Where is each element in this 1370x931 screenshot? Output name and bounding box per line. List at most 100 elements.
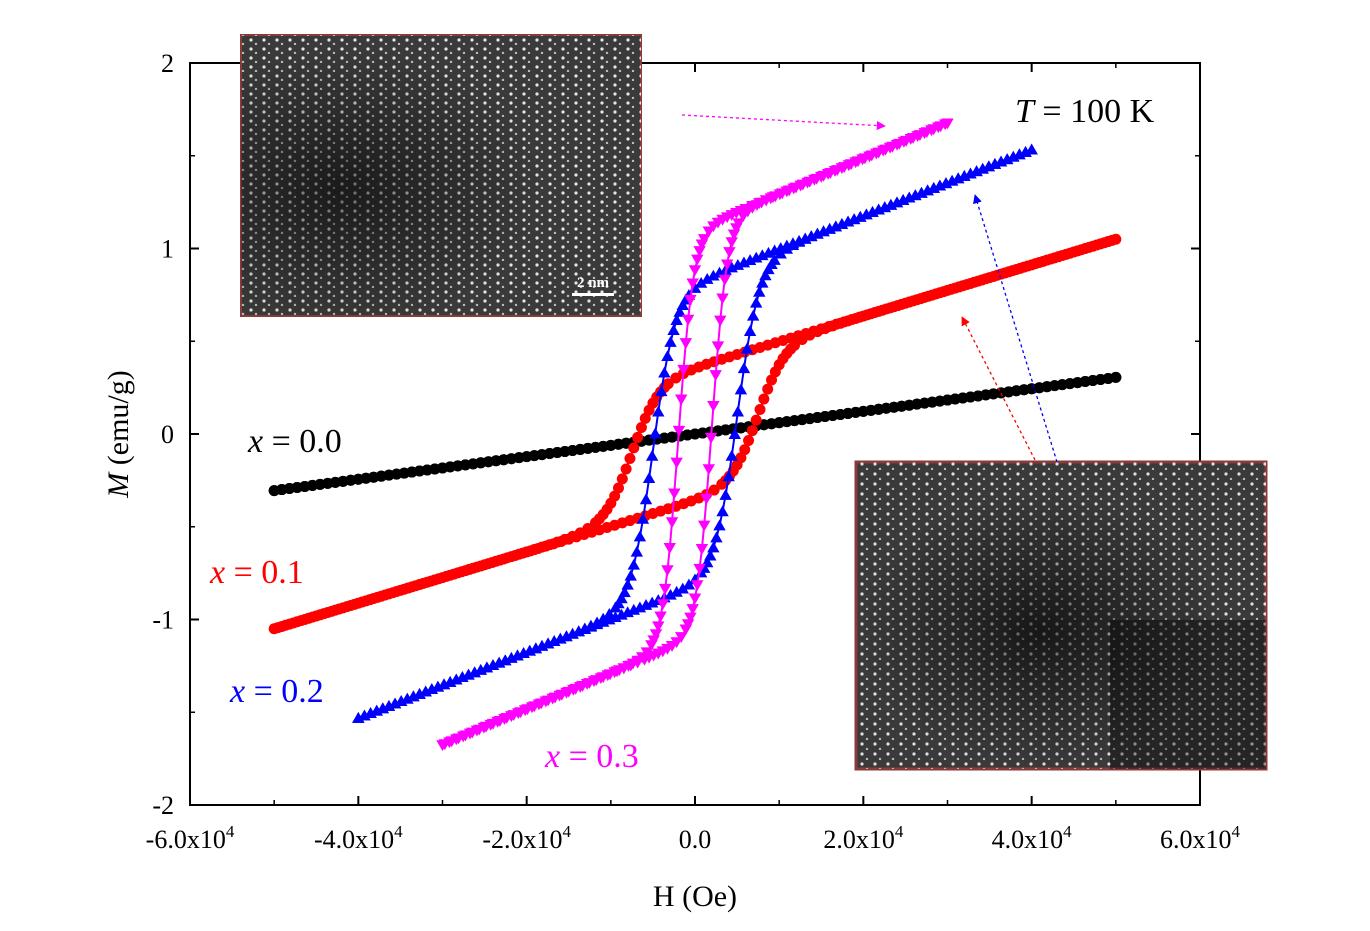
y-tick-label: 0 [161, 420, 174, 449]
data-point [750, 414, 762, 426]
data-point [603, 607, 616, 619]
x-axis-ticks: -6.0x104 -4.0x104 -2.0x104 0.0 2.0x104 4.0x10… [146, 63, 1241, 854]
x-axis-title: H (Oe) [653, 880, 737, 913]
data-point [686, 278, 699, 290]
axes: -6.0x104 -4.0x104 -2.0x104 0.0 2.0x104 4.0x10… [146, 49, 1241, 854]
data-point [624, 453, 636, 465]
data-point [746, 425, 758, 437]
data-point [640, 647, 653, 659]
data-point [663, 543, 676, 554]
x-tick-label: 0.0 [679, 825, 712, 854]
data-point [649, 427, 662, 439]
data-point [661, 565, 674, 577]
data-point [601, 670, 614, 682]
data-point [525, 702, 539, 714]
data-point [682, 578, 696, 590]
data-point [658, 583, 672, 595]
data-point [701, 272, 714, 284]
data-point [681, 314, 695, 326]
data-point [635, 422, 647, 434]
data-point [654, 611, 667, 623]
data-point [1025, 143, 1038, 155]
data-point [664, 336, 677, 347]
data-point [1106, 234, 1118, 246]
series-label-x02: x = 0.2 [229, 673, 324, 710]
y-tick-label: -2 [152, 791, 174, 820]
data-point [828, 166, 842, 177]
data-point [676, 299, 689, 311]
inset-image-top-left: 2 nm [240, 34, 642, 317]
data-point [719, 488, 732, 500]
data-point [730, 223, 743, 235]
series-layer [268, 118, 1122, 752]
data-point [560, 687, 573, 699]
data-point [740, 342, 754, 354]
scale-bar: 2 nm [572, 275, 614, 296]
data-point [801, 177, 814, 189]
data-point [753, 198, 766, 209]
data-point [688, 593, 702, 605]
data-point [673, 305, 686, 317]
data-point [661, 350, 674, 362]
data-point [463, 728, 477, 740]
data-point [766, 192, 780, 204]
data-point [652, 621, 665, 633]
data-point [656, 599, 670, 611]
data-point [675, 394, 688, 406]
data-point [709, 370, 722, 381]
data-point [539, 696, 552, 708]
y-axis-ticks: -2 -1 0 1 2 [152, 49, 1200, 820]
data-point [620, 463, 632, 475]
data-point [700, 493, 713, 505]
data-point [567, 684, 580, 696]
data-point [498, 714, 511, 725]
data-point [580, 679, 594, 690]
data-point [883, 142, 897, 154]
data-point [688, 265, 702, 277]
data-point [925, 125, 938, 137]
scale-bar-label: 2 nm [577, 275, 610, 291]
data-point [518, 705, 532, 717]
data-point [758, 393, 770, 405]
series-x-0-3 [436, 118, 954, 752]
data-point [645, 449, 659, 461]
data-point [491, 716, 504, 728]
data-point [684, 294, 697, 306]
data-point [596, 612, 610, 624]
data-point [780, 186, 794, 198]
data-point [633, 530, 647, 542]
data-point [759, 195, 773, 207]
data-point [716, 478, 728, 490]
data-point [794, 180, 807, 192]
data-point [684, 612, 697, 624]
series-x-0-1 [268, 233, 1122, 635]
x-tick-label: -2.0x104 [482, 822, 571, 854]
data-point [739, 203, 752, 215]
data-point [642, 472, 656, 483]
data-point [722, 470, 735, 482]
inset-image-bottom-right [854, 460, 1268, 771]
data-point [590, 616, 604, 628]
data-point [697, 234, 711, 246]
data-point [711, 341, 725, 353]
data-point [904, 133, 917, 145]
y-tick-label: 2 [161, 49, 174, 78]
data-point [856, 154, 869, 166]
data-point [697, 520, 711, 532]
data-point [734, 383, 748, 395]
data-point [691, 254, 704, 266]
x-tick-label: 6.0x104 [1160, 822, 1241, 854]
data-point [670, 585, 683, 597]
x-tick-label: -4.0x104 [314, 822, 403, 854]
data-point [710, 531, 723, 543]
x-tick-label: -6.0x104 [146, 822, 235, 854]
data-point [695, 543, 709, 555]
data-point [897, 136, 911, 148]
data-point [870, 148, 883, 160]
data-point [484, 719, 497, 731]
data-point [584, 619, 598, 631]
data-point [639, 493, 653, 505]
data-point [652, 405, 665, 417]
x-tick-label: 4.0x104 [992, 822, 1073, 854]
